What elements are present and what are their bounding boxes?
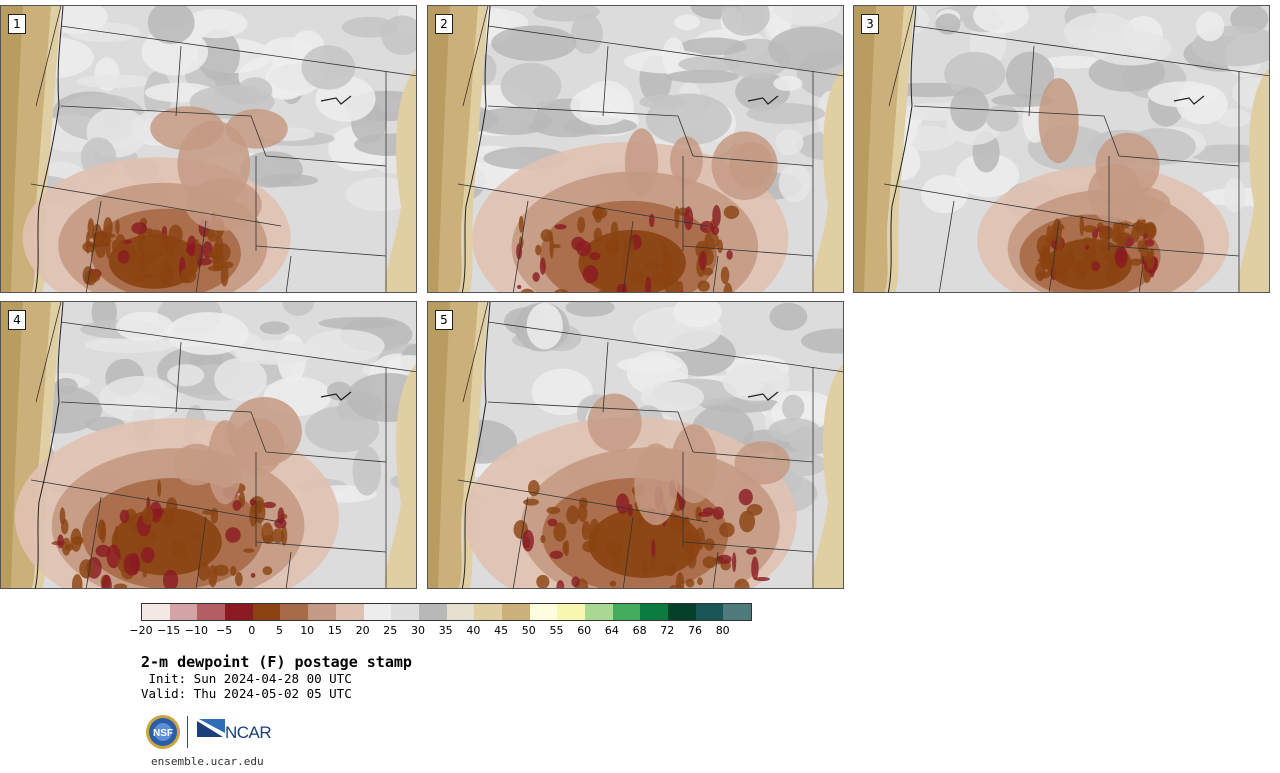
colorbar-segment-3 bbox=[225, 604, 253, 620]
panel-number-2: 2 bbox=[435, 14, 453, 34]
colorbar-tick-7: 15 bbox=[327, 624, 342, 637]
colorbar-tick-21: 80 bbox=[715, 624, 730, 637]
colorbar-segment-12 bbox=[474, 604, 502, 620]
colorbar-tick-10: 30 bbox=[411, 624, 425, 637]
colorbar-tick-15: 55 bbox=[549, 624, 564, 637]
colorbar-segment-16 bbox=[585, 604, 613, 620]
colorbar-tick-6: 10 bbox=[300, 624, 315, 637]
colorbar-segment-9 bbox=[391, 604, 419, 620]
map-panel-5: 5 bbox=[427, 301, 844, 589]
colorbar-tick-8: 20 bbox=[355, 624, 370, 637]
colorbar-segment-6 bbox=[308, 604, 336, 620]
map-panel-2: 2 bbox=[427, 5, 844, 293]
colorbar-tick-20: 76 bbox=[688, 624, 702, 637]
colorbar-tick-17: 64 bbox=[604, 624, 619, 637]
init-time: Init: Sun 2024-04-28 00 UTC bbox=[141, 671, 352, 686]
colorbar-tick-12: 40 bbox=[466, 624, 481, 637]
panel-number-5: 5 bbox=[435, 310, 453, 330]
colorbar-segment-18 bbox=[640, 604, 669, 620]
svg-text:NSF: NSF bbox=[153, 728, 173, 739]
colorbar bbox=[141, 603, 753, 621]
panel-number-3: 3 bbox=[861, 14, 879, 34]
colorbar-segment-15 bbox=[557, 604, 585, 620]
nsf-logo: NSF bbox=[146, 715, 180, 749]
map-panel-4: 4 bbox=[0, 301, 417, 589]
colorbar-tick-2: −10 bbox=[184, 624, 208, 637]
logo-divider bbox=[187, 716, 188, 748]
colorbar-segment-21 bbox=[723, 604, 752, 620]
colorbar-segment-2 bbox=[197, 604, 226, 620]
colorbar-tick-9: 25 bbox=[383, 624, 398, 637]
dewpoint-map-2 bbox=[428, 6, 843, 292]
colorbar-segment-0 bbox=[142, 604, 170, 620]
colorbar-tick-16: 60 bbox=[577, 624, 592, 637]
dewpoint-map-1 bbox=[1, 6, 416, 292]
colorbar-segment-5 bbox=[280, 604, 309, 620]
panel-number-1: 1 bbox=[8, 14, 26, 34]
colorbar-segment-1 bbox=[169, 604, 198, 620]
website-url: ensemble.ucar.edu bbox=[151, 755, 264, 768]
colorbar-ticks: −20 −15 −10 −5 0 5 10 15 20 25 30 35 40 45 50 55 60 64 68 7… bbox=[129, 624, 761, 638]
colorbar-segment-7 bbox=[335, 604, 364, 620]
colorbar-tick-0: −20 bbox=[129, 624, 153, 637]
valid-time: Valid: Thu 2024-05-02 05 UTC bbox=[141, 686, 352, 701]
colorbar-segment-11 bbox=[446, 604, 475, 620]
colorbar-segment-8 bbox=[363, 604, 392, 620]
colorbar-segment-17 bbox=[612, 604, 641, 620]
panel-number-4: 4 bbox=[8, 310, 26, 330]
colorbar-tick-14: 50 bbox=[521, 624, 536, 637]
colorbar-segment-19 bbox=[668, 604, 696, 620]
dewpoint-map-3 bbox=[854, 6, 1269, 292]
colorbar-tick-5: 5 bbox=[276, 624, 283, 637]
ncar-mark-icon bbox=[197, 719, 225, 737]
colorbar-segment-10 bbox=[418, 604, 447, 620]
colorbar-tick-18: 68 bbox=[632, 624, 647, 637]
colorbar-tick-4: 0 bbox=[248, 624, 256, 637]
dewpoint-map-5 bbox=[428, 302, 843, 588]
colorbar-tick-11: 35 bbox=[438, 624, 453, 637]
colorbar-segment-20 bbox=[695, 604, 724, 620]
colorbar-tick-1: −15 bbox=[157, 624, 181, 637]
colorbar-tick-3: −5 bbox=[215, 624, 233, 637]
colorbar-segment-14 bbox=[529, 604, 558, 620]
ncar-logo-text: NCAR bbox=[225, 723, 272, 742]
colorbar-tick-19: 72 bbox=[660, 624, 675, 637]
colorbar-segment-4 bbox=[252, 604, 281, 620]
chart-title: 2-m dewpoint (F) postage stamp bbox=[141, 653, 412, 671]
map-panel-3: 3 bbox=[853, 5, 1270, 293]
map-panel-1: 1 bbox=[0, 5, 417, 293]
colorbar-tick-13: 45 bbox=[494, 624, 509, 637]
logo-area: NSF NCAR bbox=[145, 714, 285, 752]
colorbar-segment-13 bbox=[501, 604, 530, 620]
dewpoint-map-4 bbox=[1, 302, 416, 588]
